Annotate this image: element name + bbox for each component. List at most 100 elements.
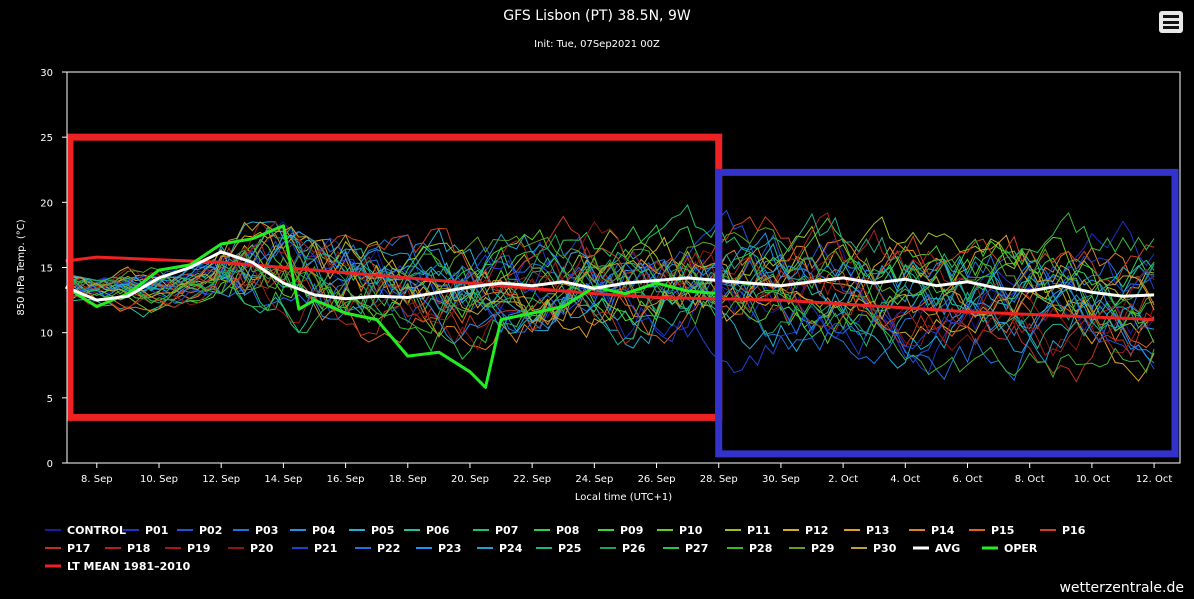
legend-label: P07 [495, 524, 518, 537]
member-line-p05 [73, 221, 1155, 369]
legend-item-p02[interactable]: P02 [177, 524, 222, 537]
member-line-p06 [73, 243, 1155, 345]
y-tick-label: 20 [40, 198, 53, 209]
x-tick-label: 10. Oct [1074, 474, 1110, 485]
x-tick-label: 12. Sep [202, 474, 240, 485]
member-line-p07 [73, 204, 1155, 348]
legend-label: P13 [866, 524, 889, 537]
legend-label: OPER [1004, 542, 1038, 555]
legend-item-p19[interactable]: P19 [165, 542, 210, 555]
legend-label: P19 [187, 542, 210, 555]
legend-label: P14 [931, 524, 955, 537]
legend-label: P22 [377, 542, 400, 555]
x-tick-label: 4. Oct [890, 474, 920, 485]
legend-label: P21 [314, 542, 337, 555]
legend-item-p23[interactable]: P23 [416, 542, 461, 555]
legend-label: P02 [199, 524, 222, 537]
legend-item-p21[interactable]: P21 [292, 542, 337, 555]
x-tick-label: 20. Sep [451, 474, 489, 485]
legend-item-p07[interactable]: P07 [473, 524, 518, 537]
legend-item-p25[interactable]: P25 [536, 542, 581, 555]
legend-item-p14[interactable]: P14 [909, 524, 955, 537]
legend-item-p28[interactable]: P28 [727, 542, 772, 555]
member-line-p30 [73, 221, 1155, 324]
legend-item-p26[interactable]: P26 [600, 542, 646, 555]
legend-item-p01[interactable]: P01 [123, 524, 168, 537]
legend-label: P18 [127, 542, 150, 555]
legend-label: P08 [556, 524, 579, 537]
legend-item-p27[interactable]: P27 [663, 542, 708, 555]
legend-item-avg[interactable]: AVG [913, 542, 960, 555]
legend-label: P30 [873, 542, 897, 555]
legend-item-p09[interactable]: P09 [598, 524, 643, 537]
x-tick-label: 2. Oct [828, 474, 858, 485]
legend-item-p03[interactable]: P03 [233, 524, 278, 537]
highlight-box-right [715, 168, 1179, 458]
legend-label: P20 [250, 542, 274, 555]
member-line-control [73, 221, 1155, 336]
legend-item-p08[interactable]: P08 [534, 524, 579, 537]
legend-item-p15[interactable]: P15 [969, 524, 1014, 537]
legend-item-p05[interactable]: P05 [349, 524, 394, 537]
legend-item-p04[interactable]: P04 [290, 524, 336, 537]
legend-item-p22[interactable]: P22 [355, 542, 400, 555]
chart-title: GFS Lisbon (PT) 38.5N, 9W [503, 8, 691, 24]
x-tick-label: 10. Sep [140, 474, 178, 485]
x-tick-label: 8. Oct [1015, 474, 1045, 485]
legend: CONTROL P01 P02 P03 P04 P05 P06 P07 P08 P09 P10 P11… [45, 524, 1086, 573]
x-tick-label: 12. Oct [1136, 474, 1172, 485]
legend-item-p12[interactable]: P12 [783, 524, 828, 537]
x-tick-label: 26. Sep [638, 474, 676, 485]
legend-label: P29 [811, 542, 834, 555]
chart-subtitle: Init: Tue, 07Sep2021 00Z [534, 39, 660, 50]
member-line-p11 [73, 216, 1155, 334]
key-series [64, 224, 1155, 389]
legend-item-control[interactable]: CONTROL [45, 524, 126, 537]
legend-item-p20[interactable]: P20 [228, 542, 274, 555]
legend-item-p16[interactable]: P16 [1040, 524, 1086, 537]
x-axis-label: Local time (UTC+1) [575, 492, 672, 503]
legend-label: CONTROL [67, 524, 126, 537]
avg-line [65, 250, 1155, 302]
x-tick-label: 22. Sep [513, 474, 551, 485]
member-line-p25 [73, 212, 1155, 350]
y-tick-label: 0 [47, 459, 53, 470]
x-tick-label: 28. Sep [700, 474, 738, 485]
y-axis: 0 5 10 15 20 25 30 [40, 68, 67, 470]
member-line-p24 [73, 233, 1155, 364]
legend-item-p11[interactable]: P11 [725, 524, 770, 537]
legend-label: P04 [312, 524, 336, 537]
lt-mean-line [65, 255, 1155, 322]
member-line-p17 [73, 246, 1155, 383]
legend-item-p10[interactable]: P10 [657, 524, 703, 537]
legend-item-p17[interactable]: P17 [45, 542, 90, 555]
x-tick-label: 16. Sep [327, 474, 365, 485]
legend-label: P05 [371, 524, 394, 537]
legend-label: P27 [685, 542, 708, 555]
legend-item-p18[interactable]: P18 [105, 542, 150, 555]
y-tick-label: 15 [40, 264, 53, 275]
legend-item-p29[interactable]: P29 [789, 542, 834, 555]
legend-label: P26 [622, 542, 646, 555]
hamburger-menu-icon[interactable] [1159, 11, 1183, 33]
y-tick-label: 10 [40, 329, 53, 340]
legend-item-p24[interactable]: P24 [477, 542, 523, 555]
member-line-p03 [73, 231, 1155, 365]
member-line-p28 [73, 250, 1155, 379]
legend-label: P06 [426, 524, 450, 537]
ensemble-members [73, 204, 1155, 383]
legend-label: LT MEAN 1981–2010 [67, 560, 191, 573]
y-tick-label: 30 [40, 68, 53, 79]
legend-item-p13[interactable]: P13 [844, 524, 889, 537]
member-line-p29 [73, 227, 1155, 330]
legend-item-oper[interactable]: OPER [982, 542, 1038, 555]
legend-item-p30[interactable]: P30 [851, 542, 897, 555]
legend-item-lt-mean-1981-2010[interactable]: LT MEAN 1981–2010 [45, 560, 191, 573]
legend-label: P11 [747, 524, 770, 537]
legend-label: P23 [438, 542, 461, 555]
highlight-boxes [66, 133, 1179, 458]
x-tick-label: 14. Sep [264, 474, 302, 485]
x-tick-label: 24. Sep [575, 474, 613, 485]
legend-item-p06[interactable]: P06 [404, 524, 450, 537]
